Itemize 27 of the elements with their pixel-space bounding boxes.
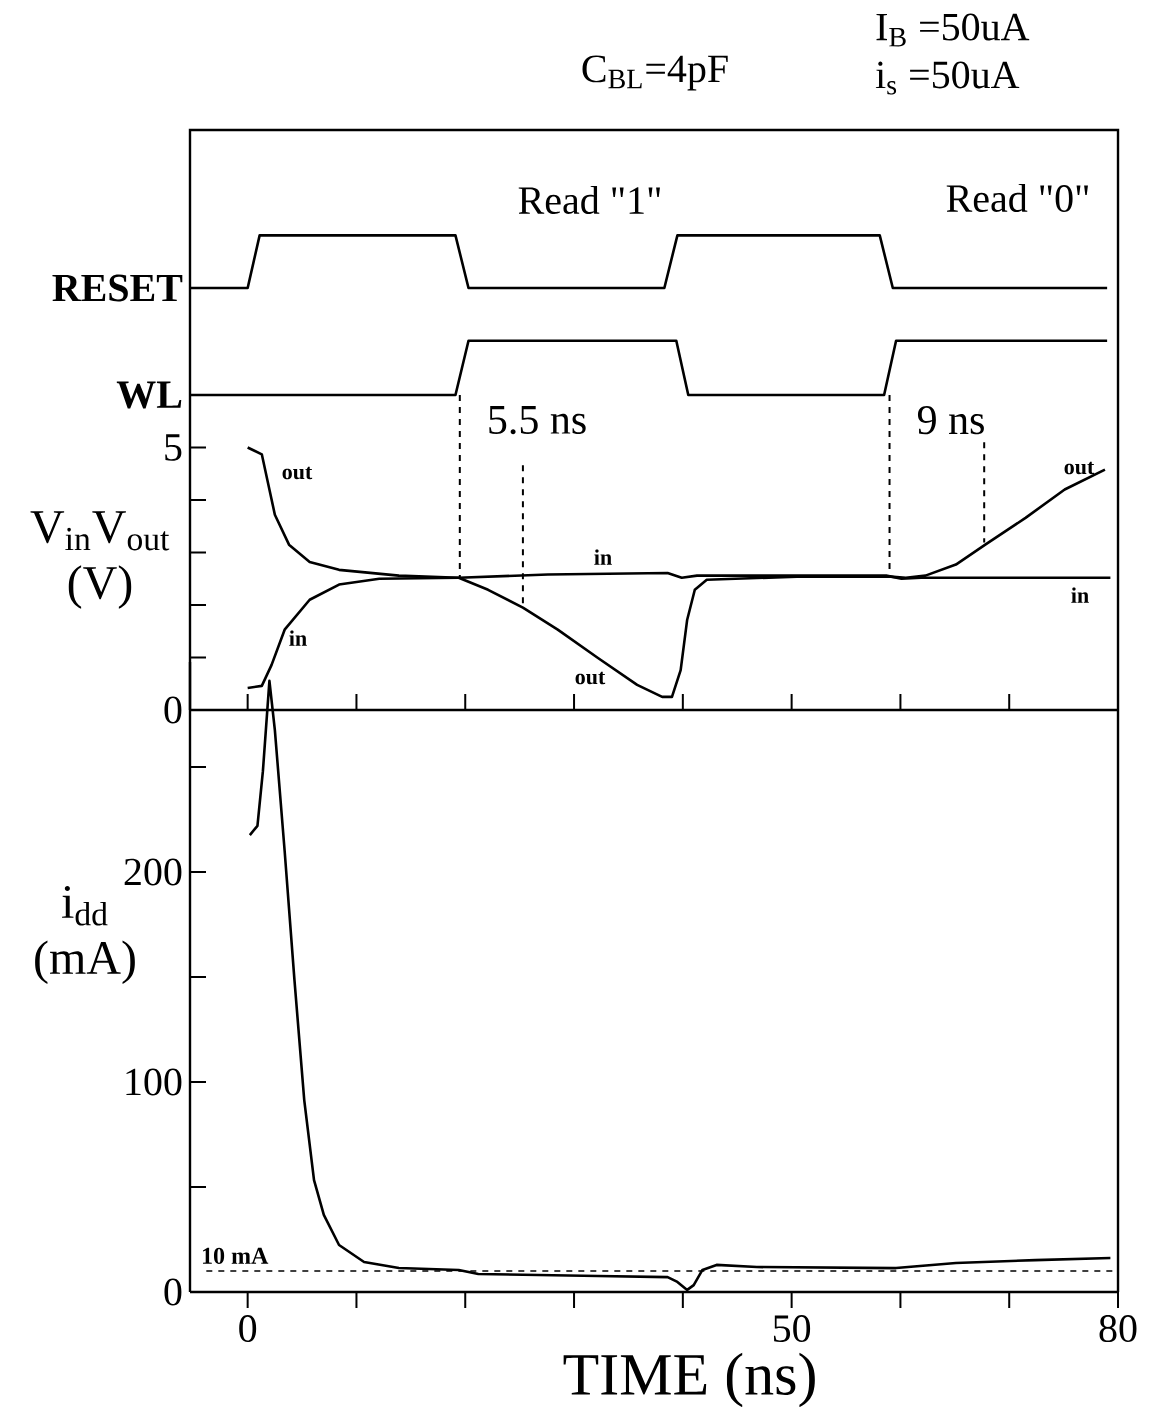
text: I$_{B}$ =50uA [876,13,1030,47]
series-label: WL [116,381,182,409]
x-tick-label: 50 [773,1315,811,1343]
y-tick-label: 100 [126,1068,182,1096]
y-tick-label: 0 [164,696,182,724]
text: Read "1" [518,185,660,215]
annotation: in [289,630,307,646]
series-label: 5.5 ns [489,406,586,435]
x-tick-label: 80 [1099,1315,1137,1343]
annotation: in [1071,587,1089,603]
y-tick-label: 5 [165,434,182,461]
chart-title: C$_{BL}$=4pF [582,55,728,91]
annotation: in [594,549,612,565]
y-axis-title: V$_{in}$V$_{out}$ (V) [30,511,170,609]
y-tick-label: 200 [124,858,182,886]
series-label: RESET [52,274,183,302]
x-axis-title: TIME (ns) [563,1352,815,1407]
series-label: 9 ns [917,406,984,435]
text: Read "0" [946,183,1088,213]
y-axis-title: i$_{dd}$ (mA) [35,886,135,985]
annotation: out [575,671,606,685]
y-tick-label: 0 [164,1278,182,1306]
x-tick-label: 0 [239,1315,257,1343]
annotation: out [1064,461,1095,475]
text: i$_{s}$ =50uA [875,61,1020,95]
annotation: out [282,466,313,480]
ref-line-label: 10 mA [202,1247,269,1264]
